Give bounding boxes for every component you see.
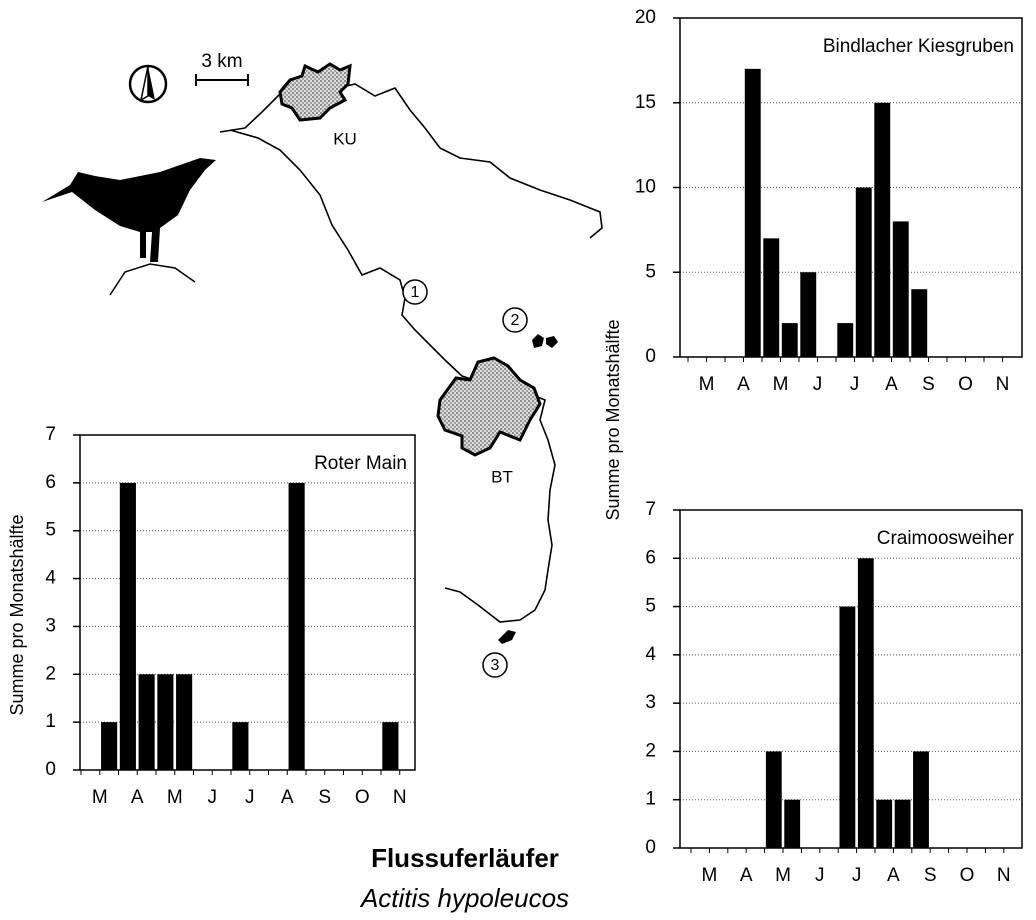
x-tick-label: A: [740, 865, 753, 886]
site-label: 1: [411, 284, 420, 301]
bar: [101, 722, 118, 770]
y-tick-label: 1: [645, 789, 656, 810]
y-tick-label: 6: [45, 472, 56, 493]
x-tick-label: M: [92, 787, 108, 808]
lake: [498, 630, 516, 644]
x-tick-label: S: [922, 374, 935, 395]
bar: [176, 674, 193, 770]
x-tick-label: M: [775, 865, 791, 886]
x-tick-label: J: [208, 787, 218, 808]
y-tick-label: 1: [45, 711, 56, 732]
y-tick-label: 6: [645, 547, 656, 568]
x-tick-label: N: [997, 865, 1011, 886]
y-tick-label: 5: [645, 596, 656, 617]
y-tick-label: 7: [645, 499, 656, 520]
y-tick-label: 0: [45, 759, 56, 780]
x-tick-label: J: [813, 374, 823, 395]
bar: [382, 722, 399, 770]
bar: [800, 272, 817, 357]
place-label: KU: [333, 129, 357, 148]
x-tick-label: O: [960, 865, 975, 886]
y-tick-label: 3: [45, 615, 56, 636]
bar: [763, 238, 780, 357]
x-tick-label: S: [318, 787, 331, 808]
y-axis-label: Summe pro Monatshälfte: [603, 319, 623, 520]
x-tick-label: J: [815, 865, 825, 886]
x-tick-label: A: [885, 374, 898, 395]
x-tick-label: M: [699, 374, 715, 395]
bar: [894, 799, 911, 848]
city: [278, 62, 352, 122]
bar: [892, 221, 909, 357]
x-tick-label: J: [245, 787, 255, 808]
bar: [232, 722, 249, 770]
bar: [138, 674, 155, 770]
bird: [42, 158, 216, 262]
bar: [855, 187, 872, 357]
bar: [744, 68, 761, 357]
x-tick-label: A: [281, 787, 294, 808]
x-tick-label: O: [958, 374, 973, 395]
y-tick-label: 0: [645, 346, 656, 367]
y-tick-label: 3: [645, 692, 656, 713]
bar: [119, 482, 136, 770]
map: 3 km KU BT 1 2 3: [42, 51, 603, 678]
x-tick-label: J: [852, 865, 862, 886]
bar: [765, 751, 782, 848]
bar: [288, 482, 305, 770]
bar: [911, 289, 928, 357]
x-tick-label: M: [167, 787, 183, 808]
place-label: BT: [491, 467, 513, 486]
site-label: 2: [511, 312, 520, 329]
site-label: 3: [491, 657, 500, 674]
bar: [913, 751, 929, 848]
x-tick-label: A: [737, 374, 750, 395]
y-tick-label: 15: [635, 92, 656, 113]
y-tick-label: 2: [45, 663, 56, 684]
y-tick-label: 2: [645, 740, 656, 761]
bar: [781, 323, 798, 357]
bar: [874, 102, 891, 357]
y-tick-label: 10: [635, 177, 656, 198]
y-tick-label: 4: [45, 568, 56, 589]
y-tick-label: 4: [645, 644, 656, 665]
bar: [837, 323, 854, 357]
x-tick-label: J: [850, 374, 860, 395]
chart-title: Roter Main: [314, 453, 407, 474]
y-tick-label: 0: [645, 837, 656, 858]
caption-subtitle: Actitis hypoleucos: [359, 883, 569, 913]
x-tick-label: M: [773, 374, 789, 395]
scale-label: 3 km: [201, 51, 242, 72]
chart-title: Craimoosweiher: [877, 528, 1015, 549]
y-tick-label: 5: [645, 261, 656, 282]
bar: [876, 799, 893, 848]
bar: [784, 799, 801, 848]
y-axis-label: Summe pro Monatshälfte: [7, 514, 27, 715]
x-tick-label: O: [355, 787, 370, 808]
y-tick-label: 20: [635, 7, 656, 28]
x-tick-label: A: [887, 865, 900, 886]
bar: [157, 674, 174, 770]
caption-title: Flussuferläufer: [371, 843, 559, 873]
bar: [857, 558, 874, 848]
x-tick-label: M: [701, 865, 717, 886]
bar: [839, 606, 856, 848]
x-tick-label: A: [131, 787, 144, 808]
x-tick-label: S: [924, 865, 937, 886]
x-tick-label: N: [393, 787, 407, 808]
chart-title: Bindlacher Kiesgruben: [823, 36, 1014, 57]
river: [219, 83, 603, 239]
y-tick-label: 7: [45, 424, 56, 445]
x-tick-label: N: [996, 374, 1010, 395]
city: [436, 356, 542, 457]
lake: [532, 334, 558, 348]
y-tick-label: 5: [45, 520, 56, 541]
